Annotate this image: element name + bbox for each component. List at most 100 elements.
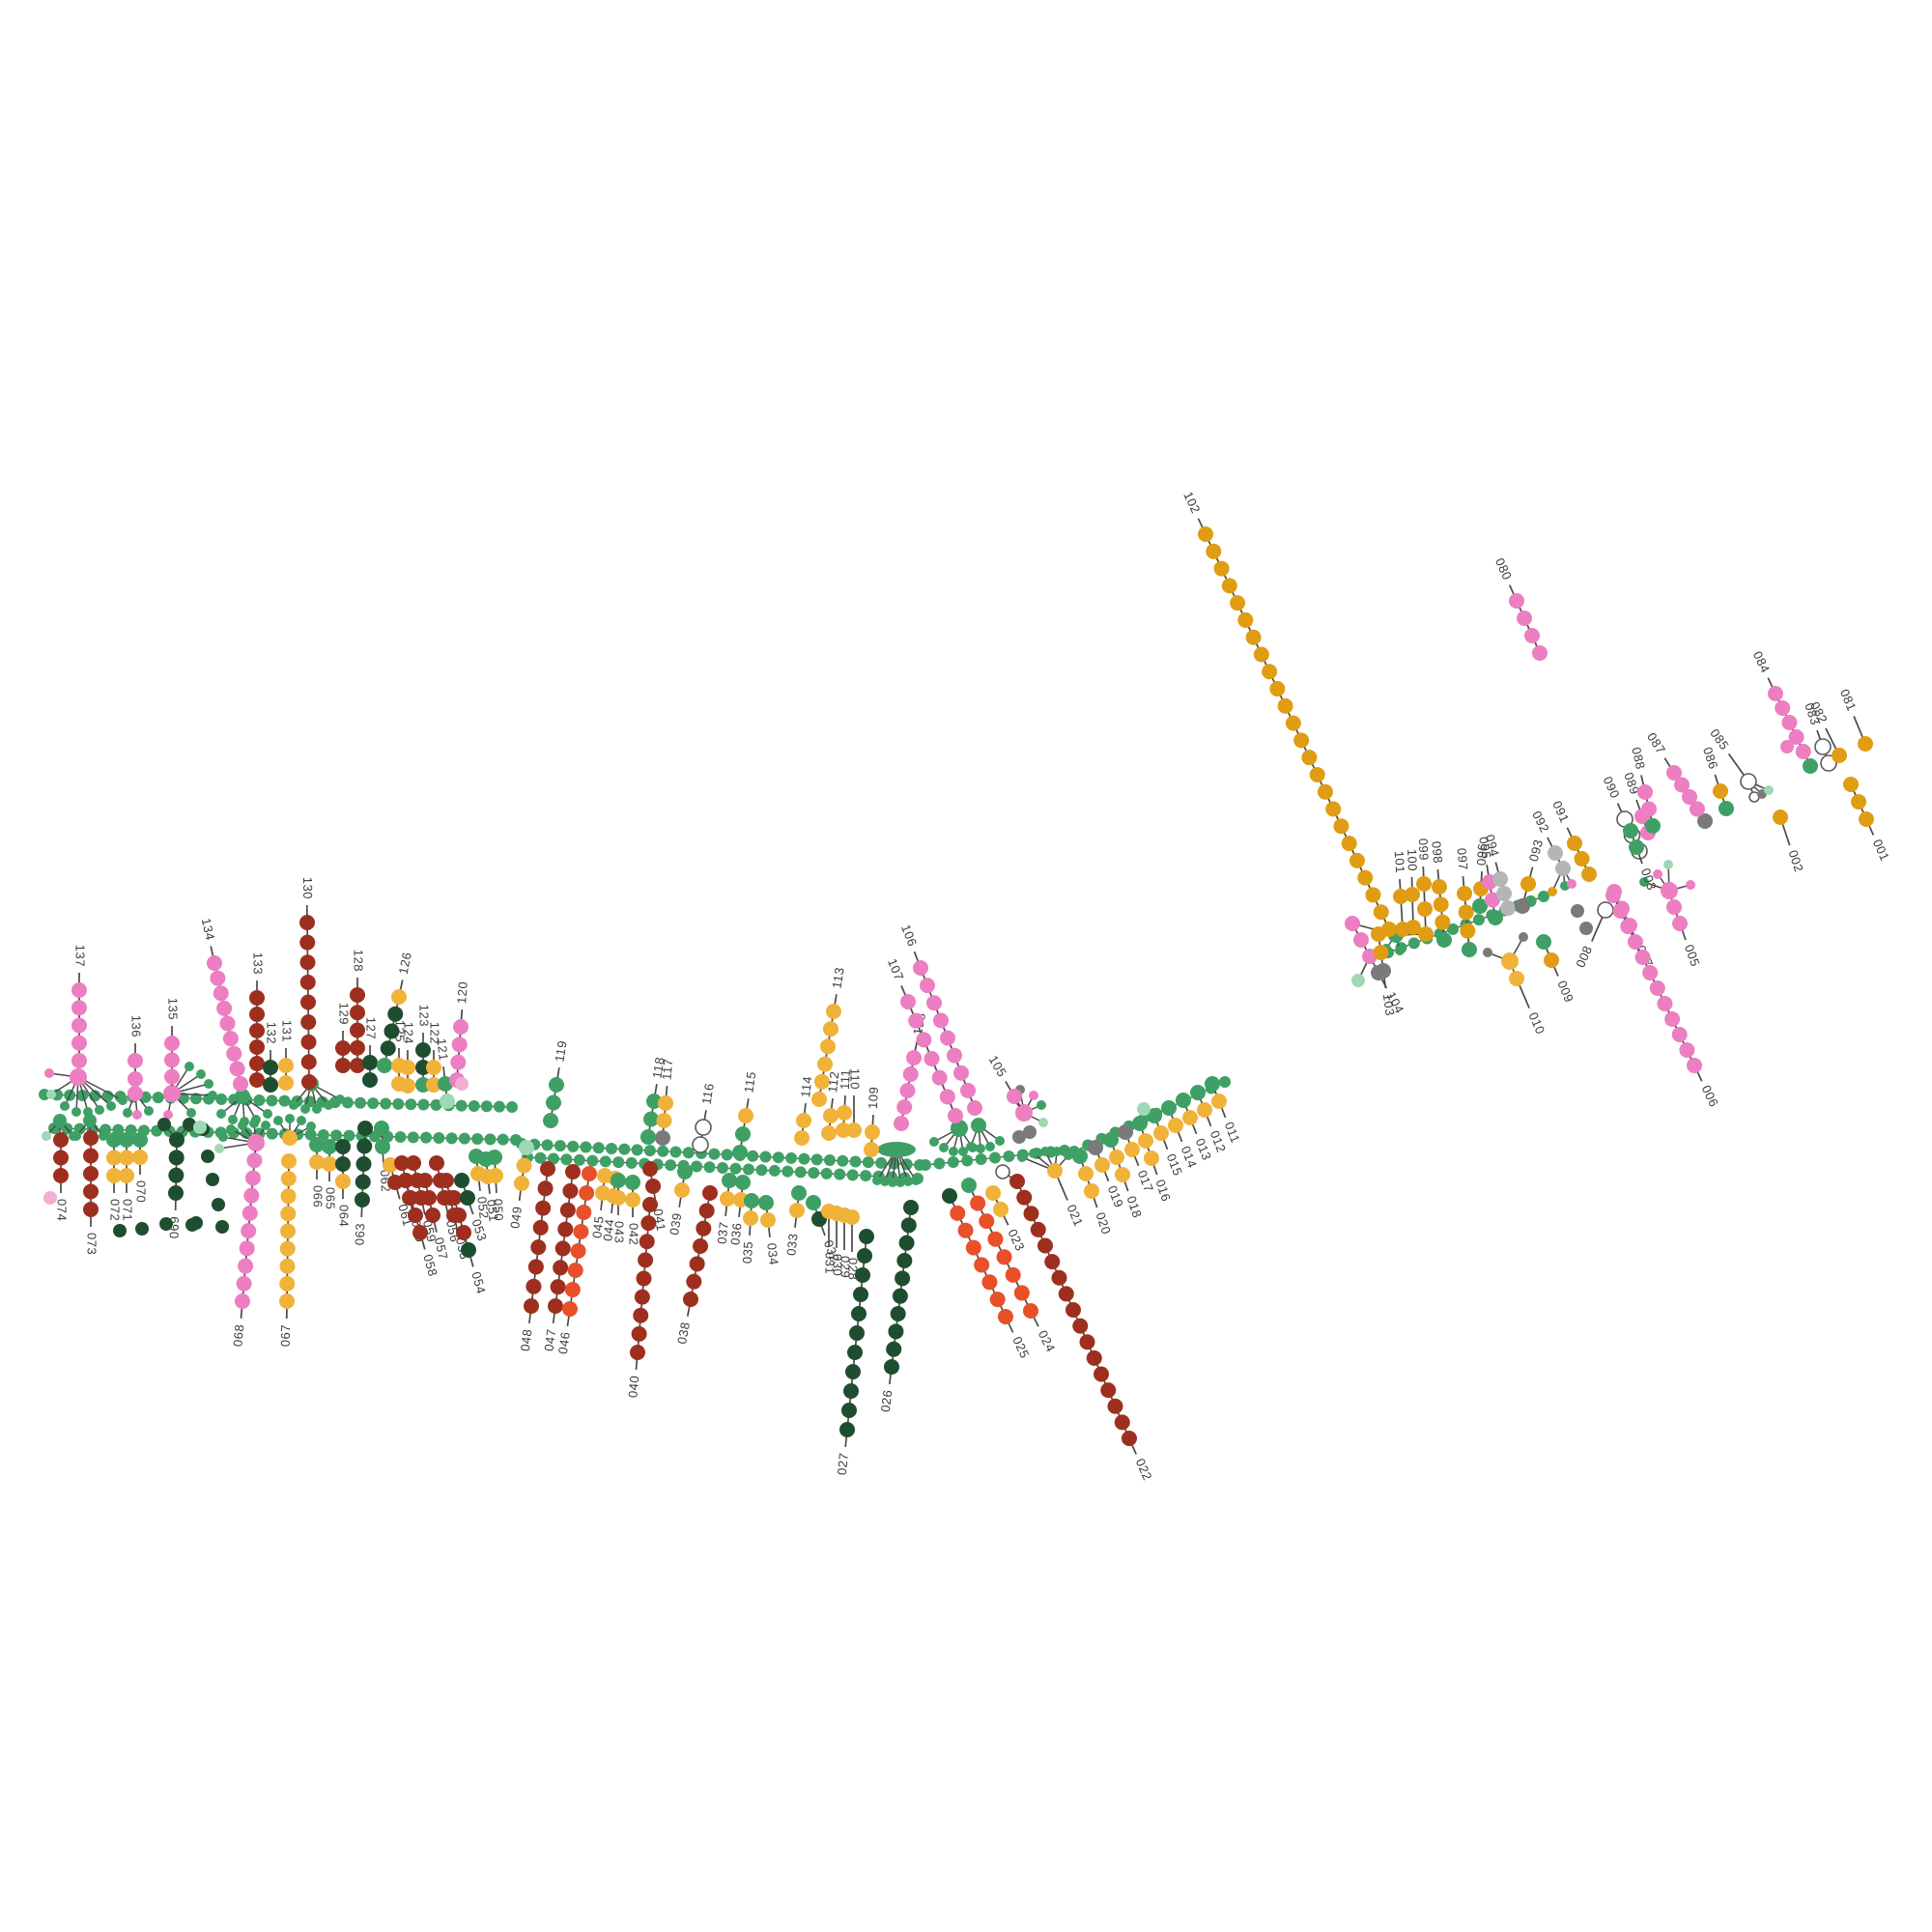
chain-node (1309, 766, 1325, 782)
chain-node (1047, 1163, 1063, 1179)
chain-edge (518, 1147, 527, 1201)
chain-node (1016, 1105, 1032, 1121)
chain-node (1107, 1398, 1123, 1414)
chain-node (1832, 748, 1847, 763)
chain-node (1211, 1094, 1227, 1109)
chain-node (864, 1142, 879, 1157)
chain-label: 084 (1750, 649, 1774, 675)
spine-node (772, 1151, 784, 1164)
chain-label: 052 (474, 1196, 491, 1220)
chain-node (758, 1195, 774, 1210)
fan-node (95, 1105, 104, 1115)
chain-node (1051, 1269, 1067, 1286)
chain-label: 066 (311, 1185, 326, 1208)
fan-node (306, 1122, 316, 1131)
chain-node (207, 955, 222, 971)
hub-node (951, 1120, 968, 1137)
fan-node (976, 1144, 985, 1153)
chain-node (400, 1078, 415, 1094)
chain-label: 039 (667, 1211, 684, 1236)
chain-label: 037 (715, 1221, 731, 1245)
chain-node (853, 1287, 868, 1302)
chain-node (1393, 889, 1408, 904)
chain-node (1509, 593, 1524, 609)
chain-node (996, 1249, 1012, 1265)
chain-label: 089 (1621, 771, 1642, 797)
chain-label: 026 (878, 1389, 895, 1413)
chain-node (823, 1108, 838, 1123)
chain-node (631, 1325, 647, 1342)
chain-node (412, 1225, 428, 1240)
chain-node (865, 1124, 880, 1140)
chain-node (128, 1071, 143, 1087)
chain-node (249, 990, 265, 1006)
spine-node (961, 1154, 974, 1167)
chain-node (1612, 903, 1629, 919)
chain-node (1690, 801, 1705, 817)
spine-node (747, 1150, 759, 1162)
spine-node (580, 1141, 592, 1153)
chain-node (1115, 1167, 1130, 1182)
chain-node (169, 1132, 185, 1148)
chain-node (1086, 1350, 1102, 1366)
chain-node (857, 1248, 872, 1264)
fan-node (216, 1109, 226, 1119)
spine-node (405, 1098, 417, 1111)
fan-node (44, 1068, 54, 1078)
chain-node (417, 1173, 433, 1188)
fan-node (218, 1132, 228, 1142)
chain-node (1094, 1366, 1109, 1382)
chain-node (1221, 578, 1237, 594)
chain-node (903, 1200, 919, 1215)
chain-node (674, 1182, 690, 1198)
chain-label: 100 (1405, 849, 1420, 872)
chain-node (1277, 697, 1293, 714)
chain-node (826, 1004, 841, 1019)
chain-node (931, 1069, 948, 1086)
chain-node (1627, 934, 1643, 950)
chain-label: 081 (1837, 687, 1860, 713)
chain-edge (1486, 865, 1496, 919)
chain-node (981, 1274, 998, 1291)
chain-node (967, 1100, 982, 1116)
chain-node (1488, 910, 1503, 925)
chain-label: 025 (1009, 1334, 1032, 1360)
chain-label: 102 (1180, 490, 1203, 516)
chain-label: 129 (337, 1003, 352, 1025)
chain-node (1058, 1286, 1074, 1302)
chain-label: 068 (230, 1323, 246, 1347)
spine-node (808, 1167, 820, 1179)
chain-node (1365, 887, 1381, 903)
spine-node (458, 1132, 470, 1145)
chain-node (1462, 942, 1477, 957)
chain-node (356, 1138, 373, 1154)
chain-label: 122 (428, 1022, 442, 1044)
chain-label: 101 (1392, 850, 1407, 873)
chain-label: 117 (659, 1058, 675, 1080)
chain-node (1013, 1285, 1030, 1301)
spine-node (430, 1098, 442, 1111)
chain-node (244, 1170, 261, 1186)
chain-node (1544, 952, 1559, 968)
chain-label: 109 (866, 1086, 881, 1109)
chain-node (279, 1275, 296, 1292)
spine-node (975, 1153, 987, 1165)
chain-node (1147, 1108, 1162, 1123)
chain-label: 072 (108, 1199, 123, 1221)
chain-node (229, 1061, 245, 1077)
chain-edge (424, 1179, 438, 1233)
spine-node (742, 1163, 754, 1176)
chain-node (735, 1126, 751, 1142)
single-node (1023, 1125, 1037, 1139)
chain-label: 063 (353, 1223, 368, 1246)
spine-node (420, 1131, 433, 1144)
chain-label: 088 (1629, 746, 1648, 771)
chain-node (902, 1066, 919, 1082)
chain-node (301, 1074, 317, 1090)
spine-node (534, 1151, 547, 1164)
chain-node (83, 1130, 99, 1146)
chain-node (106, 1168, 122, 1183)
fan-node (1567, 879, 1577, 889)
fan-node (297, 1116, 306, 1125)
